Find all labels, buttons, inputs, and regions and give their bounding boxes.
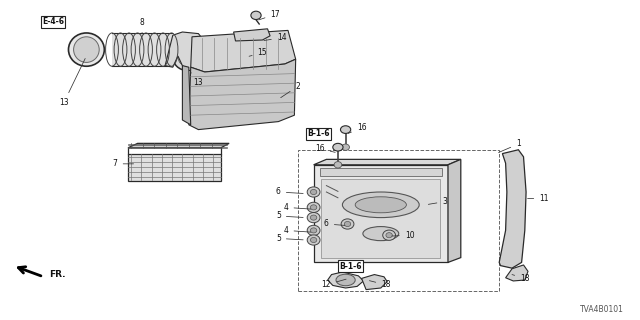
Ellipse shape xyxy=(310,228,317,233)
Text: 16: 16 xyxy=(315,144,335,153)
Text: 14: 14 xyxy=(264,33,287,42)
Text: 4: 4 xyxy=(284,203,311,212)
Text: 18: 18 xyxy=(369,280,390,289)
Text: TVA4B0101: TVA4B0101 xyxy=(580,305,624,314)
Polygon shape xyxy=(165,32,214,72)
Ellipse shape xyxy=(334,162,342,168)
Ellipse shape xyxy=(310,189,317,195)
Ellipse shape xyxy=(340,126,351,133)
Ellipse shape xyxy=(74,37,99,62)
Ellipse shape xyxy=(307,225,320,236)
Polygon shape xyxy=(191,30,296,72)
Bar xyxy=(320,168,442,176)
Polygon shape xyxy=(314,159,461,165)
Polygon shape xyxy=(362,275,387,290)
Ellipse shape xyxy=(307,235,320,245)
Ellipse shape xyxy=(251,11,261,20)
Ellipse shape xyxy=(307,202,320,212)
Ellipse shape xyxy=(386,233,392,238)
Polygon shape xyxy=(189,59,296,130)
Text: B-1-6: B-1-6 xyxy=(307,129,330,138)
Text: 3: 3 xyxy=(428,197,447,206)
Polygon shape xyxy=(448,159,461,262)
Ellipse shape xyxy=(342,192,419,218)
Bar xyxy=(298,150,499,291)
Polygon shape xyxy=(499,150,526,268)
Polygon shape xyxy=(314,165,448,262)
Bar xyxy=(321,179,440,258)
Polygon shape xyxy=(328,272,364,288)
Polygon shape xyxy=(506,265,528,281)
Polygon shape xyxy=(112,33,172,66)
Ellipse shape xyxy=(383,230,396,240)
Ellipse shape xyxy=(333,143,343,151)
Ellipse shape xyxy=(68,33,104,66)
Text: 18: 18 xyxy=(512,274,529,283)
Text: 2: 2 xyxy=(281,82,300,98)
Text: 10: 10 xyxy=(392,231,415,240)
Text: 8: 8 xyxy=(140,18,145,34)
Text: 17: 17 xyxy=(259,10,280,20)
Text: 12: 12 xyxy=(322,279,346,289)
Text: 4: 4 xyxy=(284,226,311,235)
Text: 15: 15 xyxy=(249,48,268,57)
Text: 1: 1 xyxy=(499,140,521,153)
Ellipse shape xyxy=(363,227,399,241)
Ellipse shape xyxy=(310,205,317,210)
Ellipse shape xyxy=(336,274,355,286)
Polygon shape xyxy=(234,29,270,41)
Text: E-4-6: E-4-6 xyxy=(42,17,64,26)
Text: 6: 6 xyxy=(324,220,345,228)
Ellipse shape xyxy=(307,187,320,197)
Ellipse shape xyxy=(342,144,349,150)
Text: FR.: FR. xyxy=(49,270,65,279)
Polygon shape xyxy=(128,143,229,148)
Text: 5: 5 xyxy=(276,234,303,243)
Text: 13: 13 xyxy=(59,59,85,107)
Ellipse shape xyxy=(310,237,317,243)
Text: 7: 7 xyxy=(113,159,134,168)
Ellipse shape xyxy=(341,219,354,229)
Ellipse shape xyxy=(310,215,317,220)
Ellipse shape xyxy=(307,212,320,223)
Ellipse shape xyxy=(173,44,201,70)
Ellipse shape xyxy=(233,45,256,61)
Ellipse shape xyxy=(355,197,406,213)
Ellipse shape xyxy=(344,221,351,227)
Ellipse shape xyxy=(178,48,196,66)
Text: 5: 5 xyxy=(276,212,303,220)
Text: 11: 11 xyxy=(527,194,548,203)
Text: 13: 13 xyxy=(191,72,204,87)
Text: 16: 16 xyxy=(348,124,367,133)
Polygon shape xyxy=(128,154,221,181)
Text: 6: 6 xyxy=(276,188,303,196)
Text: B-1-6: B-1-6 xyxy=(339,262,362,271)
Polygon shape xyxy=(182,66,191,125)
